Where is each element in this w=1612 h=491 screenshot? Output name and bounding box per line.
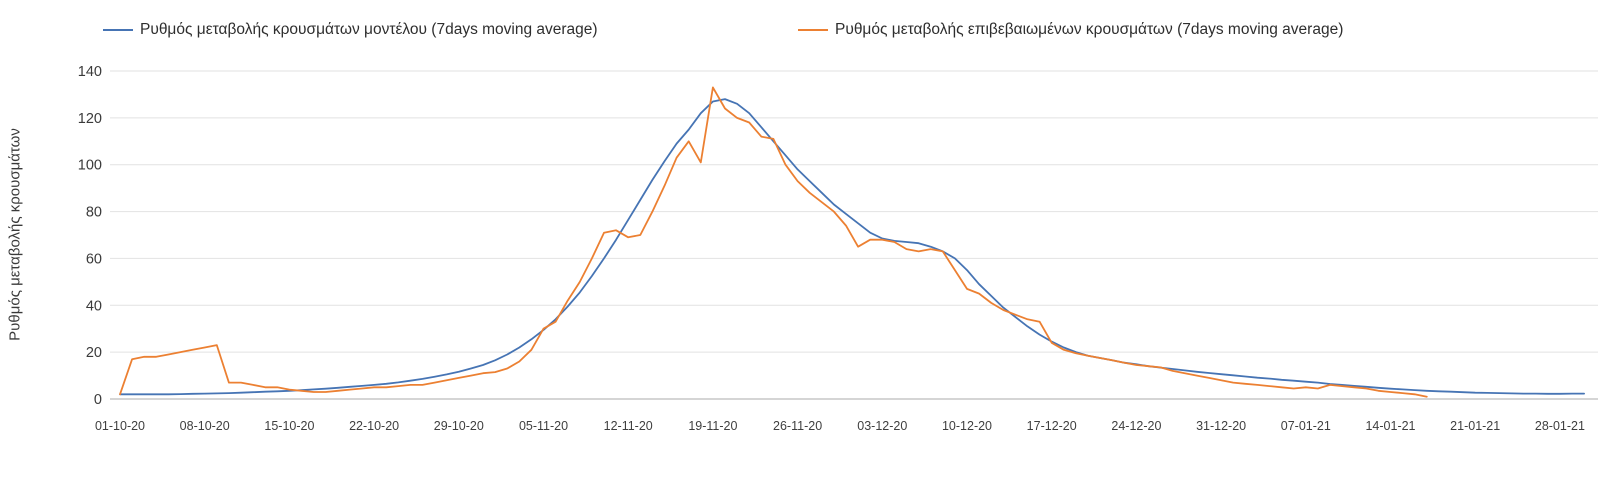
x-tick-label: 21-01-21 — [1450, 419, 1500, 433]
x-tick-label: 26-11-20 — [773, 419, 822, 433]
x-tick-label: 05-11-20 — [519, 419, 568, 433]
x-tick-label: 08-10-20 — [180, 419, 230, 433]
series-line-model — [119, 98, 1585, 396]
y-tick-label: 0 — [94, 392, 102, 408]
model-line-swatch — [103, 28, 133, 32]
legend-label-confirmed: Ρυθμός μεταβολής επιβεβαιωμένων κρουσμάτ… — [835, 21, 1344, 38]
x-tick-label: 10-12-20 — [942, 419, 992, 433]
x-tick-label: 22-10-20 — [349, 419, 399, 433]
x-tick-label: 15-10-20 — [264, 419, 314, 433]
y-tick-label: 100 — [78, 158, 102, 174]
x-tick-label: 29-10-20 — [434, 419, 484, 433]
y-tick-label: 40 — [86, 298, 102, 314]
y-tick-label: 140 — [78, 64, 102, 80]
x-tick-label: 31-12-20 — [1196, 419, 1246, 433]
x-tick-label: 07-01-21 — [1281, 419, 1331, 433]
x-tick-label: 19-11-20 — [688, 419, 737, 433]
x-tick-label: 24-12-20 — [1111, 419, 1161, 433]
x-tick-label: 03-12-20 — [857, 419, 907, 433]
y-tick-label: 20 — [86, 345, 102, 361]
x-tick-label: 28-01-21 — [1535, 419, 1585, 433]
y-tick-label: 60 — [86, 251, 102, 267]
y-tick-label: 120 — [78, 111, 102, 127]
x-tick-label: 01-10-20 — [95, 419, 145, 433]
x-tick-label: 17-12-20 — [1027, 419, 1077, 433]
confirmed-line-swatch — [798, 28, 828, 32]
y-tick-label: 80 — [86, 205, 102, 221]
legend-item-confirmed: Ρυθμός μεταβολής επιβεβαιωμένων κρουσμάτ… — [798, 21, 1343, 39]
legend-label-model: Ρυθμός μεταβολής κρουσμάτων μοντέλου (7d… — [140, 21, 598, 38]
series-line-confirmed — [119, 86, 1428, 398]
legend-item-model: Ρυθμός μεταβολής κρουσμάτων μοντέλου (7d… — [103, 21, 598, 39]
x-tick-label: 14-01-21 — [1365, 419, 1415, 433]
x-tick-label: 12-11-20 — [604, 419, 653, 433]
